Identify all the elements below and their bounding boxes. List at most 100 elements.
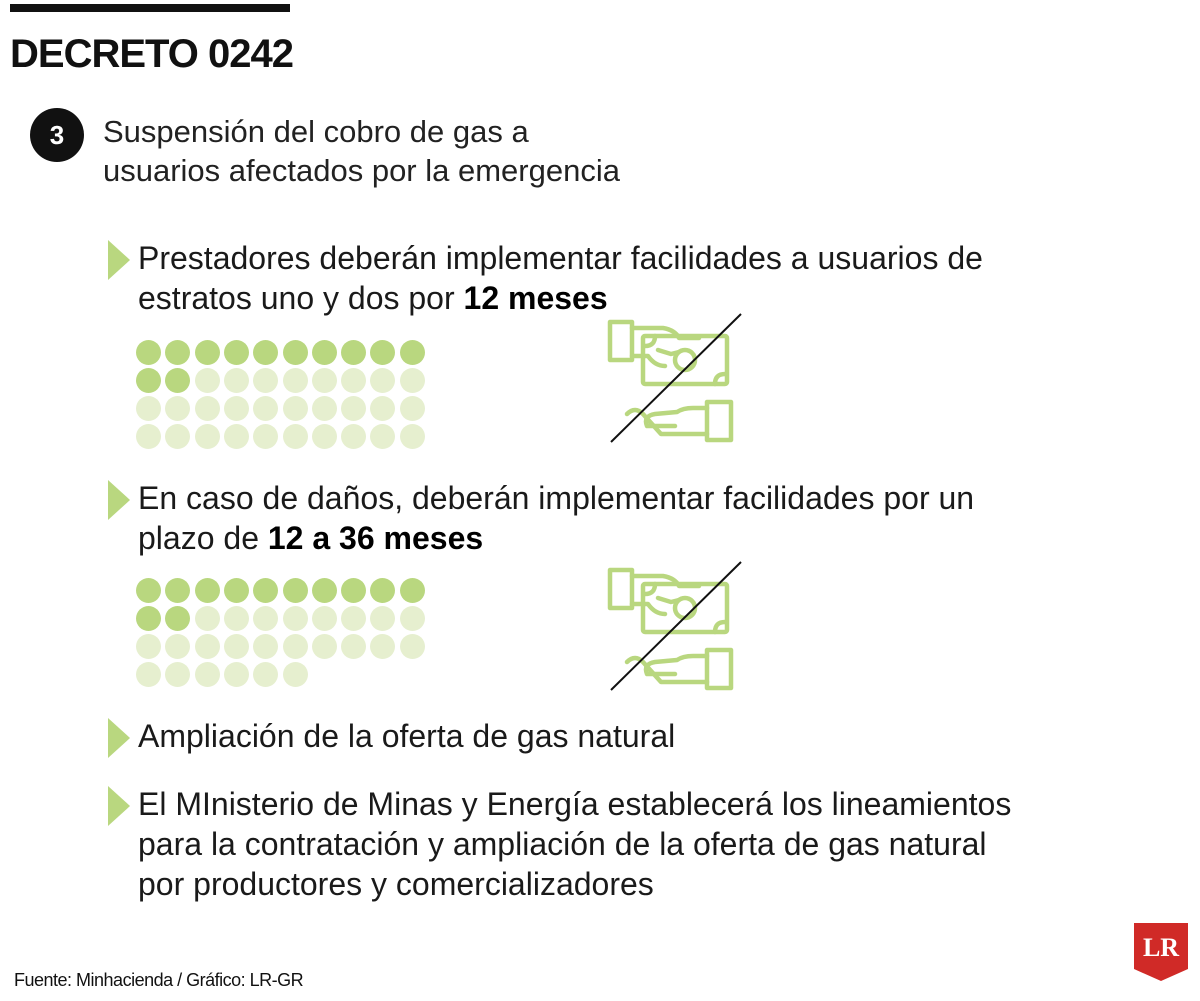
month-dot-inactive — [253, 634, 279, 659]
bullet-1-line2: estratos uno y dos por 12 meses — [138, 280, 608, 316]
month-dot-inactive — [253, 606, 279, 631]
month-dot-active — [399, 578, 425, 603]
month-dot-active — [165, 578, 191, 603]
month-dot-inactive — [311, 424, 337, 449]
month-dot-active — [165, 368, 191, 393]
section-title-line2: usuarios afectados por la emergencia — [103, 153, 620, 188]
month-dot-inactive — [194, 634, 220, 659]
month-dot-inactive — [399, 368, 425, 393]
month-dot-inactive — [136, 634, 161, 659]
month-dot-inactive — [282, 396, 308, 421]
top-rule — [10, 4, 290, 12]
arrow-bullet-icon — [108, 718, 130, 758]
no-payment-hands-icon — [607, 313, 742, 443]
month-dot-inactive — [311, 396, 337, 421]
month-dot-inactive — [341, 634, 367, 659]
month-dot-inactive — [311, 606, 337, 631]
month-dot-active — [136, 578, 161, 603]
section-title: Suspensión del cobro de gas a usuarios a… — [103, 112, 803, 190]
month-dot-inactive — [370, 606, 396, 631]
bullet-4-line2: para la contratación y ampliación de la … — [138, 826, 987, 862]
section-title-line1: Suspensión del cobro de gas a — [103, 114, 529, 149]
bullet-3-line1: Ampliación de la oferta de gas natural — [138, 718, 676, 754]
month-dot-active — [311, 340, 337, 365]
month-dot-inactive — [165, 396, 191, 421]
month-dot-active — [165, 340, 191, 365]
month-dot-inactive — [136, 396, 161, 421]
bullet-1-highlight: 12 meses — [463, 280, 608, 316]
month-dot-inactive — [370, 396, 396, 421]
month-dot-inactive — [165, 424, 191, 449]
month-dot-inactive — [282, 424, 308, 449]
month-dot-inactive — [282, 606, 308, 631]
month-dot-inactive — [223, 606, 249, 631]
month-dot-inactive — [194, 396, 220, 421]
bullet-2-line2: plazo de 12 a 36 meses — [138, 520, 484, 556]
month-dot-active — [370, 578, 396, 603]
lr-logo: LR — [1134, 923, 1188, 981]
month-dot-inactive — [223, 368, 249, 393]
bullet-4-line3: por productores y comercializadores — [138, 866, 654, 902]
month-dot-inactive — [253, 368, 279, 393]
bullet-2-highlight: 12 a 36 meses — [267, 520, 484, 556]
month-dot-inactive — [194, 424, 220, 449]
month-dot-inactive — [253, 396, 279, 421]
month-dot-active — [311, 578, 337, 603]
month-dot-inactive — [282, 662, 308, 687]
month-dot-inactive — [253, 662, 279, 687]
month-dot-inactive — [223, 396, 249, 421]
page-title: DECRETO 0242 — [10, 32, 294, 76]
month-dot-inactive — [223, 634, 249, 659]
source-footer: Fuente: Minhacienda / Gráfico: LR-GR — [14, 970, 304, 990]
month-dot-inactive — [370, 368, 396, 393]
month-dot-inactive — [282, 368, 308, 393]
month-dot-inactive — [194, 662, 220, 687]
month-dot-inactive — [311, 634, 337, 659]
month-dot-inactive — [399, 424, 425, 449]
month-dot-inactive — [370, 424, 396, 449]
month-dot-active — [253, 340, 279, 365]
month-dot-active — [194, 340, 220, 365]
month-dot-inactive — [136, 662, 161, 687]
month-dot-inactive — [341, 606, 367, 631]
arrow-bullet-icon — [108, 786, 130, 826]
month-dot-inactive — [370, 634, 396, 659]
month-dot-inactive — [341, 424, 367, 449]
month-dot-inactive — [253, 424, 279, 449]
no-payment-hands-icon — [607, 561, 742, 691]
month-dot-inactive — [282, 634, 308, 659]
month-dot-active — [194, 578, 220, 603]
month-dot-inactive — [194, 606, 220, 631]
month-dot-active — [341, 340, 367, 365]
month-dot-inactive — [341, 368, 367, 393]
month-dot-inactive — [341, 396, 367, 421]
month-dot-inactive — [136, 424, 161, 449]
lr-logo-text: LR — [1143, 933, 1179, 962]
month-dot-active — [136, 340, 161, 365]
month-dot-inactive — [165, 662, 191, 687]
bullet-1-line1: Prestadores deberán implementar facilida… — [138, 240, 983, 276]
month-dot-active — [223, 578, 249, 603]
month-dot-inactive — [194, 368, 220, 393]
month-dot-inactive — [311, 368, 337, 393]
month-dot-active — [165, 606, 191, 631]
month-dot-active — [136, 368, 161, 393]
month-dot-active — [282, 340, 308, 365]
month-dot-inactive — [399, 396, 425, 421]
month-dot-active — [136, 606, 161, 631]
arrow-bullet-icon — [108, 480, 130, 520]
month-dot-active — [341, 578, 367, 603]
section-number-badge: 3 — [30, 108, 84, 162]
month-dot-inactive — [165, 634, 191, 659]
month-dot-inactive — [399, 634, 425, 659]
month-dot-active — [399, 340, 425, 365]
month-dot-active — [282, 578, 308, 603]
arrow-bullet-icon — [108, 240, 130, 280]
month-dot-inactive — [223, 662, 249, 687]
month-dot-active — [370, 340, 396, 365]
month-dot-inactive — [399, 606, 425, 631]
bullet-2-line1: En caso de daños, deberán implementar fa… — [138, 480, 975, 516]
month-dot-active — [253, 578, 279, 603]
month-dot-active — [223, 340, 249, 365]
month-dot-inactive — [223, 424, 249, 449]
